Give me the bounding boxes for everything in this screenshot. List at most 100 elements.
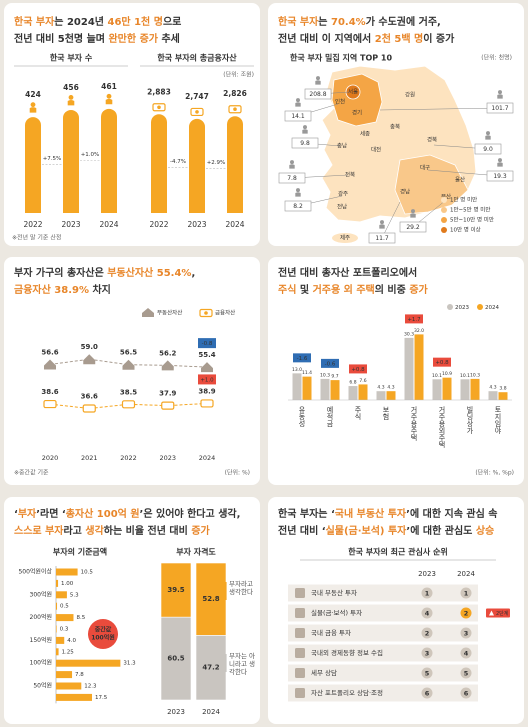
value-label: 1.00 (61, 581, 74, 587)
rank: 4 (425, 610, 430, 618)
legend-label: 부자라고 생각한다 (229, 580, 253, 597)
bar-segment (160, 616, 192, 701)
value-label: 31.3 (123, 661, 136, 667)
heading-part: ’라면 ‘ (36, 507, 66, 520)
bar (386, 391, 396, 400)
region-label: 제주 (340, 234, 350, 242)
y-tick-label: 500억원이상 (18, 568, 52, 576)
bar (460, 379, 470, 400)
value-label: 0.3 (60, 627, 69, 633)
heading-part: 가 수도권에 거주, (366, 15, 441, 28)
point (83, 354, 96, 365)
icon (289, 164, 295, 169)
icon (411, 209, 415, 214)
value-label: 55.4 (198, 351, 215, 359)
bar (498, 392, 508, 400)
x-tick-label: 거주용주택 (410, 405, 418, 442)
bar (376, 391, 386, 400)
bar (56, 591, 67, 599)
heading-part: ’에 대한 지속 관심 속 (406, 507, 497, 520)
region-label: 울산 (455, 176, 465, 184)
rank-badge (421, 587, 433, 599)
region-label: 광주 (338, 191, 348, 198)
legend-label: 2023 (455, 305, 469, 311)
region-label: 대구 (420, 164, 430, 172)
x-tick-label: 2021 (81, 454, 98, 462)
rank-badge (421, 687, 433, 699)
annotation: +1.7 (407, 317, 421, 323)
bar (25, 117, 41, 213)
icon (157, 105, 161, 110)
heading-part: 부동산자산 55.4% (107, 266, 191, 279)
annotation-box (198, 374, 216, 385)
region-label: 부산 (441, 193, 451, 201)
rank: 4 (464, 650, 469, 658)
icon (105, 98, 113, 105)
callout-box (399, 221, 427, 233)
heading-part: 주식 (278, 283, 296, 296)
annotation-box (321, 358, 339, 368)
arrow (489, 610, 494, 616)
bar (56, 614, 74, 622)
footnote: ※전년 말 기준 산정 (12, 234, 61, 242)
heading-part: 완만한 증가 (108, 32, 158, 45)
bar (292, 373, 302, 400)
heading-part: 전년 대비 총자산 포트폴리오에서 (278, 266, 417, 279)
heading: 한국 부자는 2024년 46만 1천 명으로 (14, 15, 181, 28)
heading-part: 한국 부자 (14, 15, 55, 28)
point (44, 359, 56, 370)
x-tick-label: 주식 (354, 406, 362, 421)
bar (470, 378, 480, 400)
callout-box (278, 172, 306, 184)
icon (303, 125, 307, 130)
bar (227, 116, 243, 213)
value-label: 4.0 (67, 638, 76, 644)
heading-part: 금융자산 38.9% (14, 283, 89, 296)
annotation: 100억원 (91, 634, 115, 642)
value-label: 10.9 (442, 371, 452, 377)
heading: 전년 대비 ‘실물(금·보석) 투자’에 대한 관심도 상승 (278, 524, 494, 537)
rank: 2 (425, 630, 430, 638)
callout: 11.7 (375, 235, 389, 242)
value-label: 1.25 (62, 649, 75, 655)
region-label: 충남 (337, 142, 347, 150)
legend-swatch (477, 304, 483, 310)
row-icon (295, 668, 305, 678)
callout-box (486, 170, 514, 182)
panel (268, 257, 524, 485)
bar (151, 114, 167, 213)
icon (296, 188, 300, 193)
value-label: 3.8 (499, 386, 506, 392)
icon (30, 102, 36, 108)
legend: 부자는 아니라고 생각한다 (229, 652, 255, 676)
annotation: +0.8 (351, 367, 365, 373)
point (200, 399, 214, 408)
row-bg (288, 684, 478, 702)
icon (410, 213, 416, 218)
value-label: 461 (101, 82, 117, 91)
bar (56, 671, 73, 679)
callout: 19.3 (493, 173, 507, 180)
x-tick-label: 2024 (225, 220, 244, 229)
column-header: 2023 (418, 570, 436, 578)
value-label: 2,826 (223, 89, 247, 98)
chart-title: 부자 자격도 (176, 547, 216, 557)
rank: 1 (425, 590, 430, 598)
heading-part: 증가 (409, 283, 428, 296)
heading-part: 상승 (476, 524, 494, 537)
icon (302, 129, 308, 134)
icon (485, 135, 491, 140)
region-label: 인천 (335, 98, 345, 106)
annotation: -1.6 (297, 356, 308, 362)
icon (497, 94, 503, 99)
point (121, 400, 136, 409)
icon (195, 110, 199, 114)
heading-part: 46만 1천 명 (108, 15, 163, 28)
annotation-box (405, 314, 423, 324)
rank: 6 (425, 690, 430, 698)
legend-label: 10만 명 이상 (450, 226, 481, 234)
icon (486, 131, 490, 136)
rank-badge (460, 667, 472, 679)
icon (295, 102, 301, 107)
heading-part: 하는 비율 전년 대비 (104, 524, 192, 537)
